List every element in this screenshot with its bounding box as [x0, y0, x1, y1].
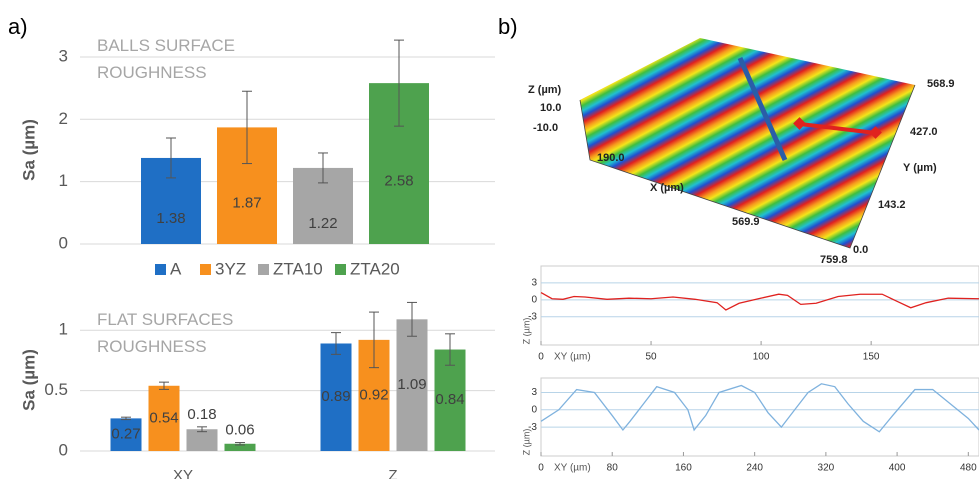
legend-label: A: [170, 259, 182, 278]
x-tick-label: 150: [863, 352, 880, 363]
value-label: 0.92: [359, 386, 388, 403]
legend-swatch: [155, 264, 166, 275]
legend-swatch: [335, 264, 346, 275]
tick-label: 568.9: [927, 78, 955, 90]
y-tick-label: 0.5: [44, 380, 68, 399]
y-tick-label: 3: [531, 278, 537, 289]
y-axis-label: Z (µm): [521, 429, 531, 456]
tick-label: 569.9: [732, 216, 760, 228]
y-axis-label: Z (µm): [521, 318, 531, 345]
value-label: 0.89: [321, 388, 350, 405]
tick-label: 0.0: [853, 244, 868, 256]
x-tick-label: 160: [675, 463, 692, 474]
x-tick-label: 400: [889, 463, 906, 474]
axis-label: X (µm): [650, 182, 684, 194]
y-tick-label: 0: [59, 233, 68, 252]
tick-label: 143.2: [878, 199, 906, 211]
y-tick-label: 0: [59, 440, 68, 459]
value-label: 0.27: [111, 426, 140, 443]
x-tick-label: Z: [388, 467, 397, 479]
legend-label: 3YZ: [215, 259, 246, 278]
legend-swatch: [258, 264, 269, 275]
x-tick-label: 80: [607, 463, 619, 474]
y-tick-label: 3: [59, 46, 68, 65]
y-tick-label: 0: [531, 404, 537, 415]
panel-label: a): [8, 14, 28, 39]
x-tick-label: 100: [753, 352, 770, 363]
legend-label: ZTA10: [273, 259, 323, 278]
plot-frame: [541, 378, 979, 456]
value-label: 1.38: [156, 210, 185, 227]
tick-label: 759.8: [820, 254, 848, 266]
x-tick-label: 50: [645, 352, 657, 363]
value-label: 1.87: [232, 195, 261, 212]
value-label: 1.22: [308, 215, 337, 232]
legend-label: ZTA20: [350, 259, 400, 278]
x-tick-label: 240: [746, 463, 763, 474]
tick-label: -10.0: [533, 122, 558, 134]
y-axis-label: Sa (µm): [19, 119, 38, 181]
x-tick-label: 0: [538, 352, 544, 363]
x-tick-label: 480: [960, 463, 977, 474]
y-tick-label: 3: [531, 387, 537, 398]
panel-label: b): [498, 14, 518, 39]
value-label: 0.84: [435, 391, 464, 408]
y-tick-label: 0: [531, 294, 537, 305]
tick-label: 10.0: [540, 102, 561, 114]
line: [541, 384, 979, 432]
y-tick-label: 2: [59, 109, 68, 128]
value-label: 0.54: [149, 409, 178, 426]
x-axis-label: XY (µm): [554, 352, 591, 363]
y-tick-label: 1: [59, 171, 68, 190]
axis-label: Z (µm): [528, 84, 562, 96]
tick-label: 427.0: [910, 126, 938, 138]
legend-swatch: [200, 264, 211, 275]
x-tick-label: 0: [538, 463, 544, 474]
x-axis-label: XY (µm): [554, 463, 591, 474]
y-tick-label: 1: [59, 320, 68, 339]
value-label: 1.09: [397, 376, 426, 393]
value-label: 0.18: [187, 406, 216, 423]
chart-title: BALLS SURFACE ROUGHNESS: [97, 32, 247, 86]
figure: a) b) Z (µm) 10.0 -10.0 190.0 X (µm) 569…: [0, 0, 979, 479]
x-tick-label: XY: [173, 467, 193, 479]
chart-title: FLAT SURFACES ROUGHNESS: [97, 306, 267, 360]
line: [541, 293, 979, 310]
value-label: 0.06: [225, 422, 254, 439]
tick-label: 190.0: [597, 152, 625, 164]
axis-label: Y (µm): [903, 162, 937, 174]
bar: [187, 429, 218, 451]
value-label: 2.58: [384, 173, 413, 190]
plot-frame: [541, 266, 979, 345]
y-axis-label: Sa (µm): [19, 349, 38, 411]
x-tick-label: 320: [818, 463, 835, 474]
